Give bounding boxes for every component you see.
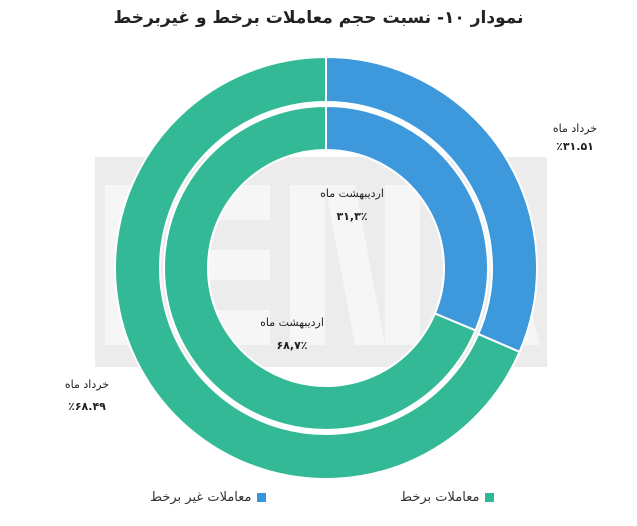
outer-online-month-label: خرداد ماه — [64, 378, 110, 391]
outer-offline-month-label: خرداد ماه — [552, 122, 598, 135]
legend-label-offline: معاملات غیر برخط — [150, 490, 252, 505]
outer-online-value-label: ٪۶۸.۴۹ — [68, 400, 106, 413]
inner-ring-offline-slice — [325, 104, 489, 332]
legend-item-online: معاملات برخط — [400, 490, 495, 505]
chart-title: نمودار ۱۰- نسبت حجم معاملات برخط و غیربر… — [113, 8, 524, 28]
inner-ring-online-slice — [163, 104, 477, 431]
outer-offline-value-label: ٪۳۱.۵۱ — [556, 140, 594, 153]
legend-swatch-online — [485, 493, 495, 502]
inner-offline-value-label: ۳۱,۳٪ — [336, 210, 368, 223]
legend-item-offline: معاملات غیر برخط — [150, 490, 267, 505]
inner-offline-month-label: اردیبهشت ماه — [320, 187, 384, 200]
legend-label-online: معاملات برخط — [400, 490, 480, 505]
inner-online-value-label: ۶۸,۷٪ — [276, 339, 308, 352]
outer-ring-online-slice — [114, 55, 521, 480]
inner-online-month-label: اردیبهشت ماه — [260, 316, 324, 329]
legend-swatch-offline — [257, 493, 267, 502]
